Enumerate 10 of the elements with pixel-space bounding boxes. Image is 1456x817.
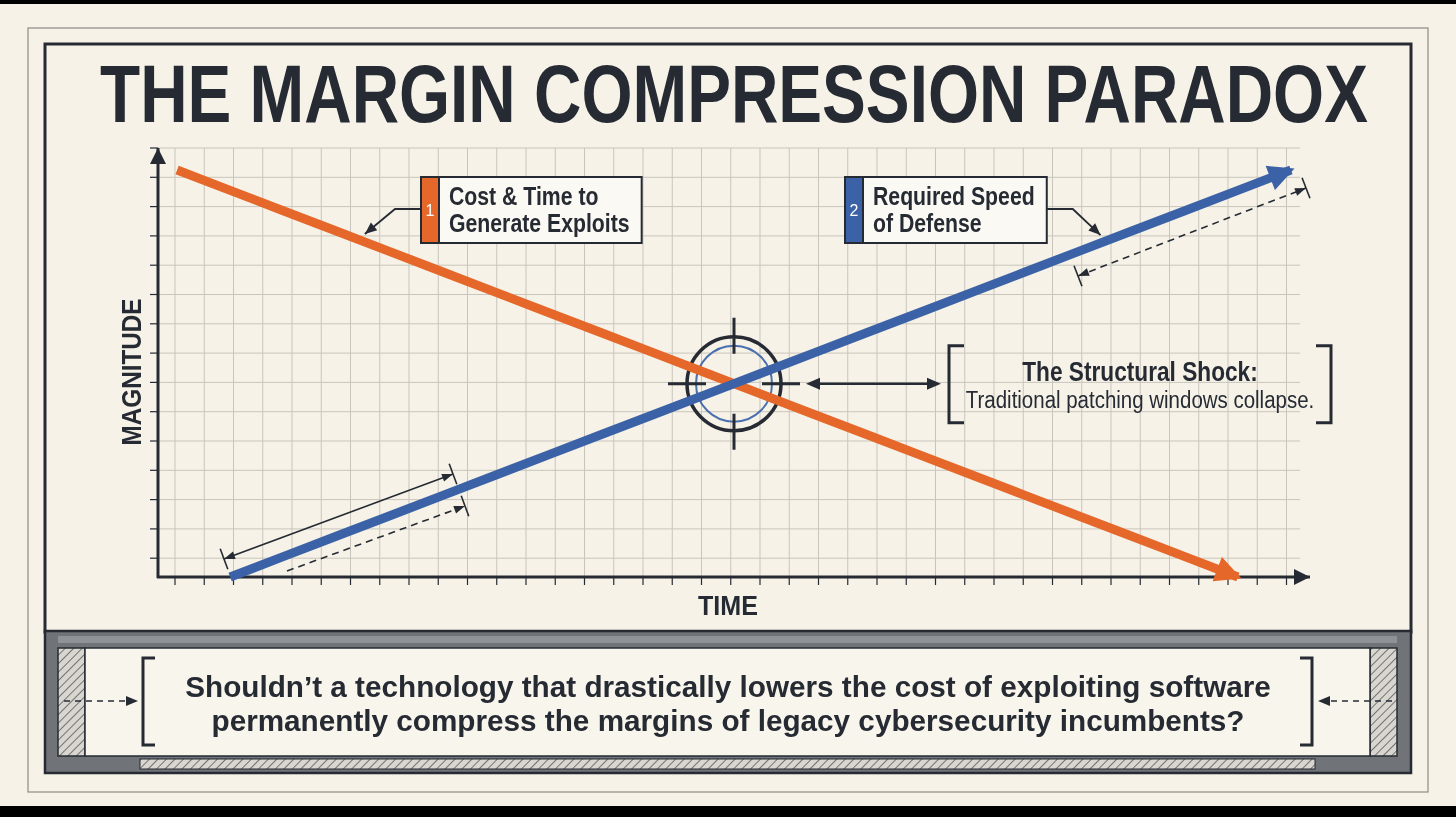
text: Shouldn’t a technology that drastically lowers the cost of exploiting software permanently compress the margins of legacy cybersecurity incumbents? [185, 669, 1271, 738]
annotation: The Structural Shock: [1022, 355, 1258, 387]
annotation: 2 [849, 202, 859, 219]
series-label: Required Speed of Defense [873, 182, 1035, 238]
series-label: Cost & Time to Generate Exploits [449, 182, 630, 238]
x-axis-title: TIME [698, 590, 758, 622]
annotation: Traditional patching windows collapse. [965, 386, 1315, 413]
annotation: 1 [425, 202, 435, 219]
y-axis-title: MAGNITUDE [116, 298, 147, 446]
chart-title: THE MARGIN COMPRESSION PARADOX [100, 48, 1368, 140]
